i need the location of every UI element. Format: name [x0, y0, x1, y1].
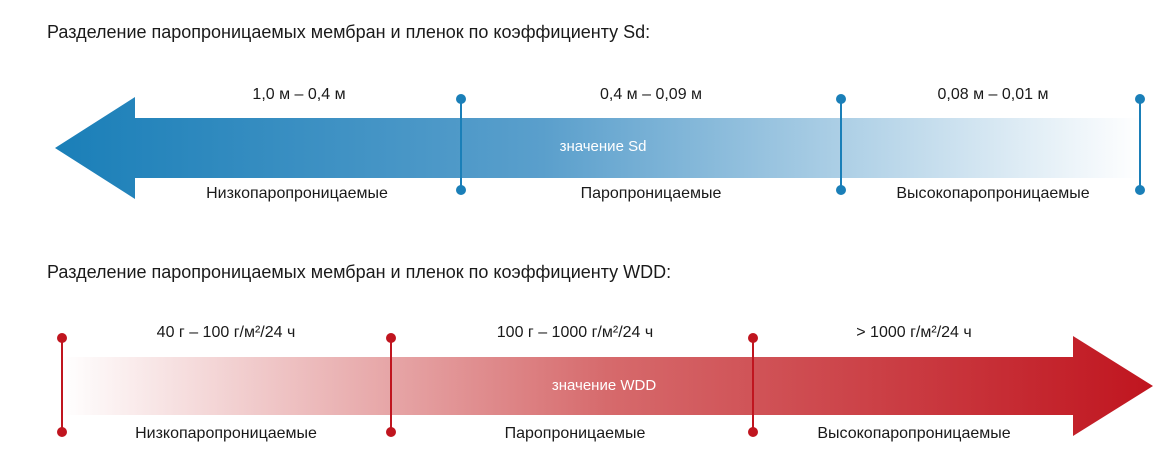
sd-category-2: Паропроницаемые: [580, 185, 722, 202]
wdd-dividers: [57, 333, 758, 437]
sd-category-3: Высокопаропроницаемые: [896, 185, 1090, 202]
sd-range-2: 0,4 м – 0,09 м: [599, 86, 703, 103]
sd-dividers: [456, 94, 1145, 195]
wdd-category-1: Низкопаропроницаемые: [135, 425, 317, 442]
wdd-category-3: Высокопаропроницаемые: [817, 425, 1011, 442]
sd-range-1: 1,0 м – 0,4 м: [252, 86, 346, 103]
sd-arrow: [55, 97, 1140, 199]
sd-title: Разделение паропроницаемых мембран и пле…: [47, 22, 651, 42]
sd-category-1: Низкопаропроницаемые: [206, 185, 388, 202]
wdd-range-1: 40 г – 100 г/м²/24 ч: [156, 324, 296, 341]
wdd-title: Разделение паропроницаемых мембран и пле…: [47, 262, 672, 282]
wdd-category-2: Паропроницаемые: [504, 425, 646, 442]
wdd-range-3: > 1000 г/м²/24 ч: [856, 324, 972, 341]
wdd-arrow-label: значение WDD: [551, 377, 657, 394]
wdd-arrow: [62, 336, 1153, 436]
sd-range-3: 0,08 м – 0,01 м: [937, 86, 1049, 103]
sd-arrow-label: значение Sd: [559, 138, 647, 155]
wdd-range-2: 100 г – 1000 г/м²/24 ч: [496, 324, 654, 341]
